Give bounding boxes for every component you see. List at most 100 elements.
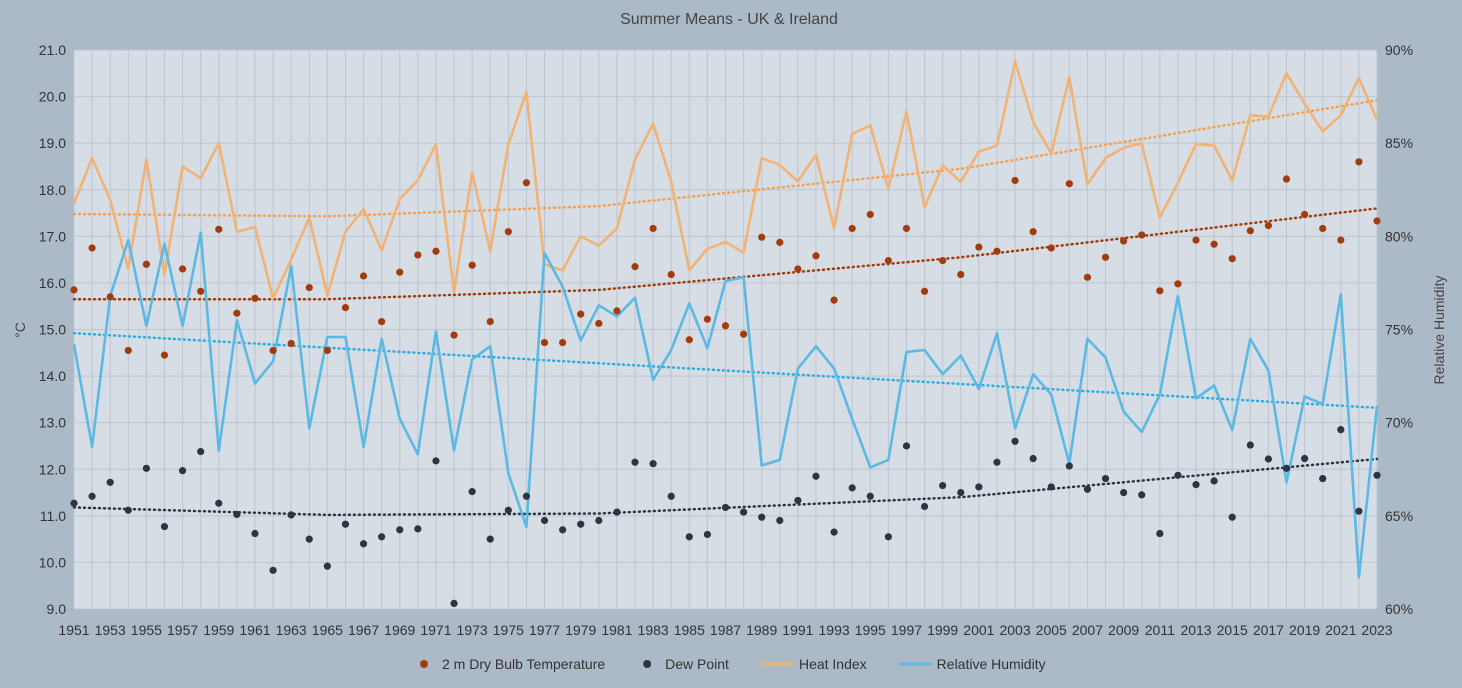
y-axis-label: °C (12, 322, 28, 338)
series-points (70, 158, 1381, 608)
data-point (160, 522, 169, 531)
legend-label: Dew Point (665, 656, 729, 672)
data-point (396, 526, 404, 534)
trendline (72, 99, 1379, 218)
y2-tick-label: 90% (1385, 42, 1413, 58)
data-point (269, 566, 277, 574)
data-point (1029, 228, 1037, 236)
x-tick-label: 2005 (1036, 622, 1067, 638)
data-point (577, 310, 585, 318)
data-point (197, 447, 205, 456)
y-tick-label: 12.0 (39, 461, 66, 477)
data-point (975, 483, 983, 491)
x-tick-label: 1969 (384, 622, 415, 638)
x-tick-label: 2023 (1361, 622, 1392, 638)
data-point (450, 331, 458, 339)
data-point (577, 520, 585, 528)
data-point (305, 283, 313, 292)
legend-marker (420, 660, 428, 668)
data-point (776, 238, 784, 246)
data-point (251, 529, 259, 538)
data-point (1301, 210, 1309, 219)
data-point (215, 499, 223, 507)
data-point (1011, 437, 1019, 445)
data-point (1120, 237, 1128, 245)
data-point (1246, 441, 1254, 449)
data-point (1101, 253, 1110, 261)
x-tick-label: 1955 (131, 622, 162, 638)
data-point (685, 533, 693, 541)
x-tick-label: 1993 (819, 622, 850, 638)
x-tick-label: 1977 (529, 622, 560, 638)
y-tick-label: 17.0 (39, 228, 66, 244)
legend-marker (643, 660, 652, 668)
data-point (1282, 175, 1291, 183)
data-point (160, 351, 169, 359)
data-point (758, 233, 766, 241)
series-line (72, 231, 1379, 579)
data-point (468, 261, 476, 269)
data-point (739, 508, 748, 516)
data-point (1138, 231, 1146, 239)
x-tick-label: 1999 (927, 622, 958, 638)
x-tick-label: 2013 (1180, 622, 1211, 638)
data-point (1373, 217, 1381, 225)
data-point (1264, 455, 1273, 463)
x-tick-label: 2007 (1072, 622, 1103, 638)
data-point (975, 243, 983, 251)
data-point (830, 296, 838, 304)
x-tick-label: 1959 (203, 622, 234, 638)
y-tick-label: 14.0 (39, 368, 66, 384)
data-point (1355, 158, 1363, 166)
trendline (72, 207, 1379, 301)
y-tick-label: 20.0 (39, 89, 66, 105)
data-point (486, 535, 494, 543)
data-point (830, 528, 838, 536)
data-point (287, 339, 295, 348)
data-point (993, 247, 1001, 255)
data-point (559, 526, 567, 534)
data-point (721, 322, 730, 330)
legend-label: Relative Humidity (937, 656, 1046, 672)
x-tick-label: 1987 (710, 622, 741, 638)
data-point (631, 263, 639, 271)
x-tick-label: 1961 (239, 622, 270, 638)
data-point (1029, 454, 1037, 463)
data-point (1319, 474, 1327, 483)
x-tick-label: 1975 (493, 622, 524, 638)
data-point (1337, 236, 1345, 244)
data-point (359, 540, 368, 548)
x-tick-label: 1953 (95, 622, 126, 638)
x-tick-label: 1983 (638, 622, 669, 638)
legend-label: 2 m Dry Bulb Temperature (442, 656, 605, 672)
data-point (884, 533, 892, 541)
x-tick-label: 2009 (1108, 622, 1139, 638)
x-axis-ticks: 1951 1953 1955 1957 1959 1961 1963 1965 1967 1969… (58, 622, 1392, 638)
data-point (1138, 491, 1146, 499)
data-point (414, 525, 422, 533)
x-tick-label: 2001 (963, 622, 994, 638)
data-point (233, 309, 241, 317)
data-point (739, 330, 748, 338)
x-tick-label: 1965 (312, 622, 343, 638)
y-tick-label: 21.0 (39, 42, 66, 58)
data-point (1373, 471, 1381, 479)
data-point (106, 478, 114, 486)
data-point (341, 520, 350, 528)
data-point (540, 338, 549, 347)
y2-tick-label: 80% (1385, 228, 1413, 244)
data-point (866, 492, 874, 500)
data-point (1264, 222, 1273, 230)
data-point (341, 304, 350, 312)
x-tick-label: 1971 (420, 622, 451, 638)
data-point (215, 225, 223, 233)
data-point (414, 251, 422, 259)
data-point (1337, 426, 1345, 434)
data-point (902, 442, 911, 450)
y2-tick-label: 85% (1385, 135, 1413, 151)
legend-label: Heat Index (799, 656, 867, 672)
data-point (1120, 488, 1128, 497)
data-point (106, 293, 114, 301)
data-point (1282, 464, 1291, 472)
data-point (468, 488, 476, 496)
